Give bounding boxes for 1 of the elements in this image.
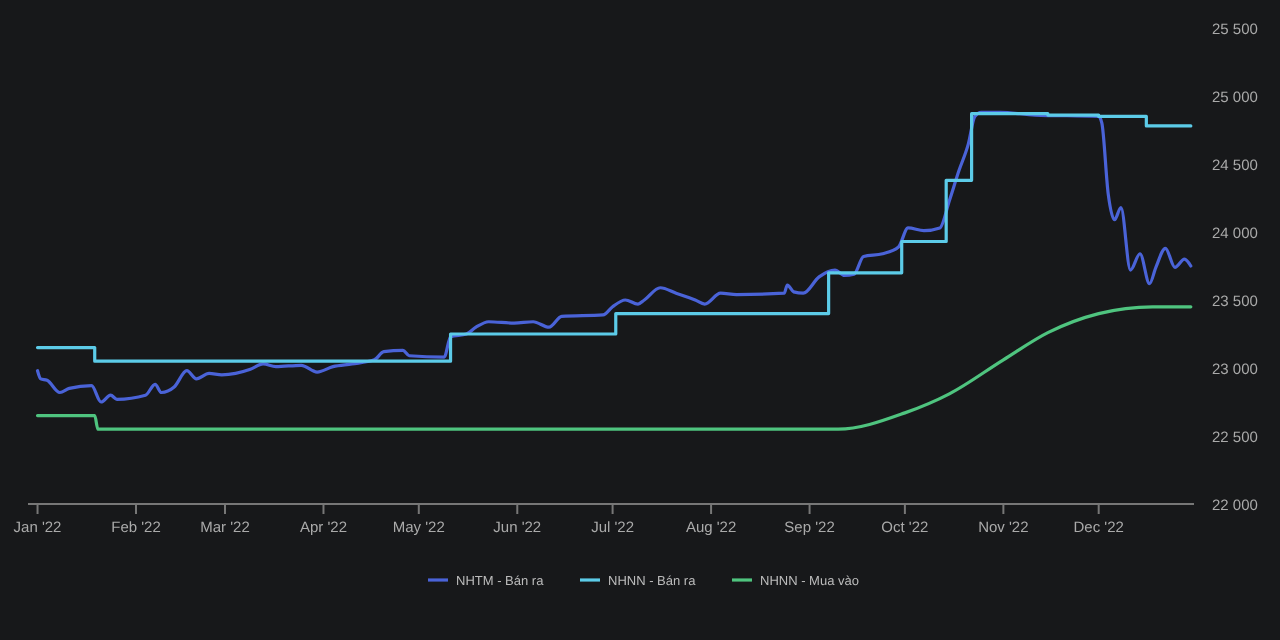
line-series [35, 305, 1193, 431]
